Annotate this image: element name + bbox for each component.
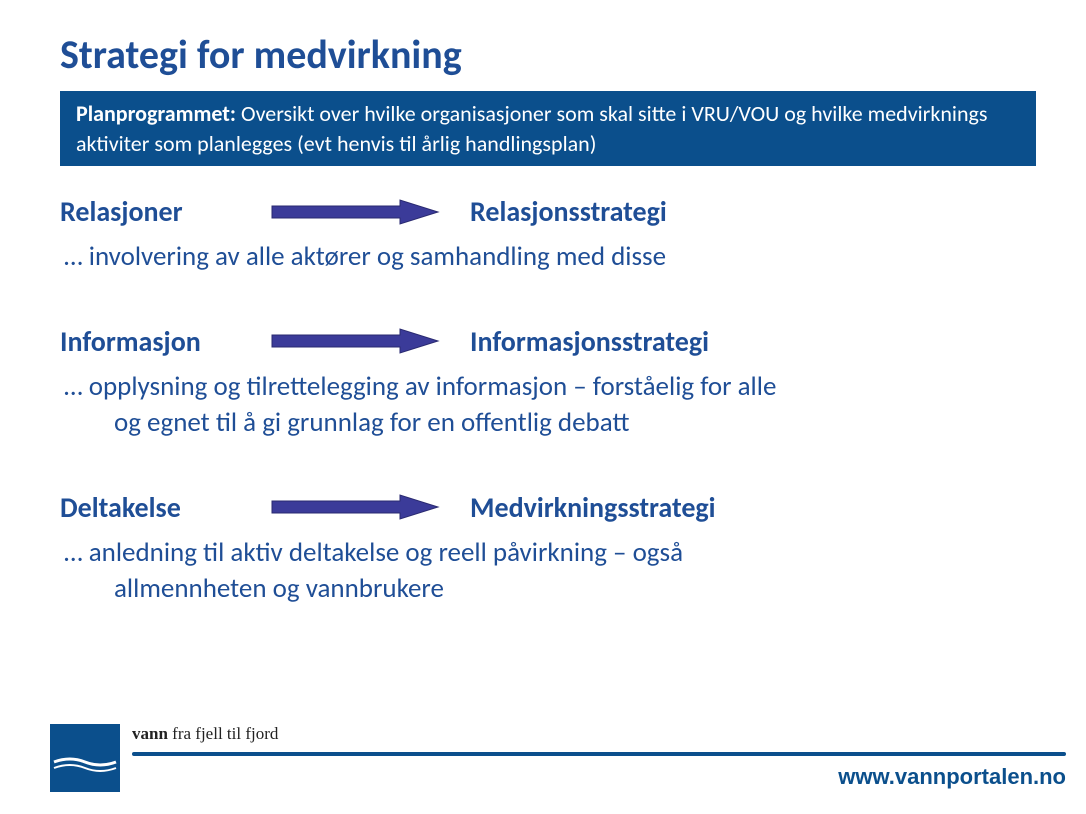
footer: vann fra fjell til fjord www.vannportale…	[50, 722, 1066, 792]
section-informasjon: Informasjon Informasjonsstrategi … opply…	[60, 324, 1036, 442]
section-body: … opplysning og tilrettelegging av infor…	[60, 369, 1036, 442]
section-left-label: Informasjon	[60, 324, 270, 359]
page-title: Strategi for medvirkning	[60, 30, 1036, 79]
slogan-bold: vann	[132, 724, 168, 743]
arrow-icon	[270, 198, 470, 226]
banner: Planprogrammet: Oversikt over hvilke org…	[60, 91, 1036, 166]
section-left-label: Deltakelse	[60, 490, 270, 525]
section-body-line1: … opplysning og tilrettelegging av infor…	[64, 370, 776, 403]
section-right-label: Medvirkningsstrategi	[470, 490, 1036, 525]
section-left-label: Relasjoner	[60, 194, 270, 229]
section-head: Informasjon Informasjonsstrategi	[60, 324, 1036, 359]
section-relasjoner: Relasjoner Relasjonsstrategi … involveri…	[60, 194, 1036, 275]
section-deltakelse: Deltakelse Medvirkningsstrategi … anledn…	[60, 490, 1036, 608]
section-head: Relasjoner Relasjonsstrategi	[60, 194, 1036, 229]
banner-bold: Planprogrammet:	[76, 100, 236, 127]
section-right-label: Relasjonsstrategi	[470, 194, 1036, 229]
slide: Strategi for medvirkning Planprogrammet:…	[0, 0, 1086, 814]
footer-url: www.vannportalen.no	[838, 764, 1066, 790]
section-body-line1: … anledning til aktiv deltakelse og reel…	[64, 536, 683, 569]
section-right-label: Informasjonsstrategi	[470, 324, 1036, 359]
logo-icon	[50, 724, 120, 792]
section-body: … anledning til aktiv deltakelse og reel…	[60, 535, 1036, 608]
section-body-line2: og egnet til å gi grunnlag for en offent…	[64, 405, 1036, 441]
section-head: Deltakelse Medvirkningsstrategi	[60, 490, 1036, 525]
slogan-rest: fra fjell til fjord	[168, 724, 278, 743]
footer-divider	[132, 752, 1066, 756]
section-body-line1: … involvering av alle aktører og samhand…	[64, 240, 666, 273]
section-body: … involvering av alle aktører og samhand…	[60, 239, 1036, 275]
arrow-icon	[270, 493, 470, 521]
section-body-line2: allmennheten og vannbrukere	[64, 571, 1036, 607]
arrow-icon	[270, 327, 470, 355]
slogan: vann fra fjell til fjord	[132, 724, 278, 744]
